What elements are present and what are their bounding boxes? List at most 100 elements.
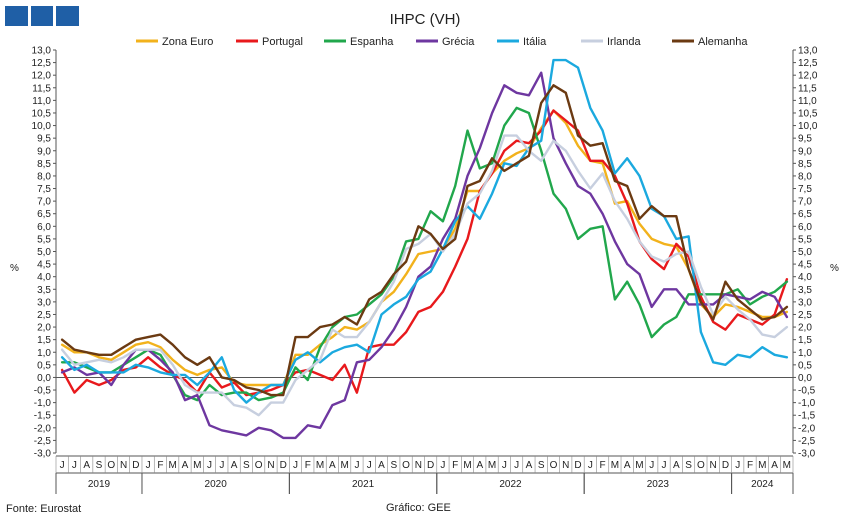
series-line-alemanha xyxy=(60,84,789,397)
y-tick-label-left: 13,0 xyxy=(32,46,52,57)
y-tick-label-left: 0,0 xyxy=(37,373,51,384)
year-label: 2020 xyxy=(205,479,228,490)
series-line-zona-euro xyxy=(60,109,789,387)
y-tick-label-left: -3,0 xyxy=(34,449,52,460)
month-label: J xyxy=(514,460,519,471)
y-tick-label-left: 3,0 xyxy=(37,297,51,308)
year-label: 2019 xyxy=(88,479,111,490)
y-tick-label-left: 5,5 xyxy=(37,234,51,245)
month-label: J xyxy=(146,460,151,471)
month-label: S xyxy=(96,460,103,471)
chart-legend: Zona Euro Portugal Espanha Grécia Itália Irla… xyxy=(136,36,748,48)
month-label: O xyxy=(697,460,705,471)
month-label: A xyxy=(771,460,778,471)
month-label: A xyxy=(329,460,336,471)
month-label: A xyxy=(624,460,631,471)
month-label: J xyxy=(354,460,359,471)
y-tick-label-left: 6,5 xyxy=(37,209,51,220)
y-tick-label-left: -1,5 xyxy=(34,411,52,422)
y-tick-label-right: 9,0 xyxy=(798,146,812,157)
y-tick-label-right: 4,0 xyxy=(798,272,812,283)
legend-label-portugal: Portugal xyxy=(262,36,303,48)
legend-label-espanha: Espanha xyxy=(350,36,394,48)
y-tick-label-right: 4,5 xyxy=(798,260,812,271)
month-label: S xyxy=(538,460,545,471)
y-tick-label-right: 2,5 xyxy=(798,310,812,321)
y-tick-label-left: 0,5 xyxy=(37,360,51,371)
y-tick-label-left: 9,0 xyxy=(37,146,51,157)
y-tick-label-right: 2,0 xyxy=(798,323,812,334)
month-label: M xyxy=(316,460,324,471)
y-tick-label-right: 5,5 xyxy=(798,234,812,245)
y-tick-label-left: 12,0 xyxy=(32,71,52,82)
month-label: J xyxy=(293,460,298,471)
y-tick-label-right: -3,0 xyxy=(798,449,816,460)
month-label: A xyxy=(476,460,483,471)
series-line-grecia xyxy=(60,71,789,440)
chart-title: IHPC (VH) xyxy=(390,11,461,28)
month-label: N xyxy=(710,460,717,471)
y-tick-label-left: 1,5 xyxy=(37,335,51,346)
month-label: J xyxy=(219,460,224,471)
y-tick-label-right: 6,0 xyxy=(798,222,812,233)
legend-label-italia: Itália xyxy=(523,36,547,48)
month-label: F xyxy=(157,460,163,471)
legend-label-alemanha: Alemanha xyxy=(698,36,748,48)
y-tick-label-right: 8,0 xyxy=(798,171,812,182)
month-label: M xyxy=(758,460,766,471)
y-tick-label-right: 3,0 xyxy=(798,297,812,308)
month-label: J xyxy=(649,460,654,471)
series-layer xyxy=(60,58,789,440)
y-tick-label-right: 11,5 xyxy=(798,83,817,94)
y-tick-label-left: -1,0 xyxy=(34,398,52,409)
month-label: A xyxy=(231,460,238,471)
y-tick-label-left: -0,5 xyxy=(34,386,52,397)
month-label: A xyxy=(83,460,90,471)
month-label: F xyxy=(305,460,311,471)
y-tick-label-left: 12,5 xyxy=(32,58,52,69)
y-tick-label-right: 1,5 xyxy=(798,335,812,346)
legend-label-grecia: Grécia xyxy=(442,36,475,48)
month-label: M xyxy=(488,460,496,471)
month-label: J xyxy=(588,460,593,471)
month-label: D xyxy=(427,460,434,471)
y-tick-label-left: 3,5 xyxy=(37,285,51,296)
y-tick-label-left: 10,0 xyxy=(32,121,52,132)
month-label: A xyxy=(673,460,680,471)
month-label: M xyxy=(611,460,619,471)
y-tick-label-left: 2,5 xyxy=(37,310,51,321)
month-label: M xyxy=(193,460,201,471)
month-label: F xyxy=(452,460,458,471)
y-tick-label-right: 0,5 xyxy=(798,360,812,371)
y-tick-label-left: 11,0 xyxy=(32,96,51,107)
month-label: A xyxy=(526,460,533,471)
month-label: J xyxy=(72,460,77,471)
month-label: D xyxy=(280,460,287,471)
chart-axes: 13,0 13,012,5 12,512,0 12,011,5 11,511,0 11,0… xyxy=(10,46,839,494)
legend-label-irlanda: Irlanda xyxy=(607,36,642,48)
y-tick-label-left: 10,5 xyxy=(32,108,52,119)
month-label: J xyxy=(502,460,507,471)
y-axis-label-right: % xyxy=(830,263,839,274)
month-label: M xyxy=(169,460,177,471)
line-chart: IHPC (VH) Zona Euro Portugal Espanha Grécia… xyxy=(10,11,839,494)
month-label: O xyxy=(107,460,115,471)
month-label: J xyxy=(440,460,445,471)
y-tick-label-left: -2,5 xyxy=(34,436,52,447)
month-label: D xyxy=(722,460,729,471)
y-tick-label-left: 11,5 xyxy=(32,83,51,94)
y-tick-label-right: 11,0 xyxy=(798,96,817,107)
month-label: S xyxy=(390,460,397,471)
y-tick-label-left: 7,5 xyxy=(37,184,51,195)
month-label: M xyxy=(635,460,643,471)
year-label: 2021 xyxy=(352,479,375,490)
y-tick-label-right: 3,5 xyxy=(798,285,812,296)
y-tick-label-right: 13,0 xyxy=(798,46,818,57)
chart-credit: Gráfico: GEE xyxy=(386,502,451,514)
y-tick-label-right: -1,5 xyxy=(798,411,816,422)
month-label: J xyxy=(735,460,740,471)
month-label: J xyxy=(367,460,372,471)
y-tick-label-right: -1,0 xyxy=(798,398,816,409)
y-tick-label-right: 10,5 xyxy=(798,108,818,119)
month-label: N xyxy=(120,460,127,471)
